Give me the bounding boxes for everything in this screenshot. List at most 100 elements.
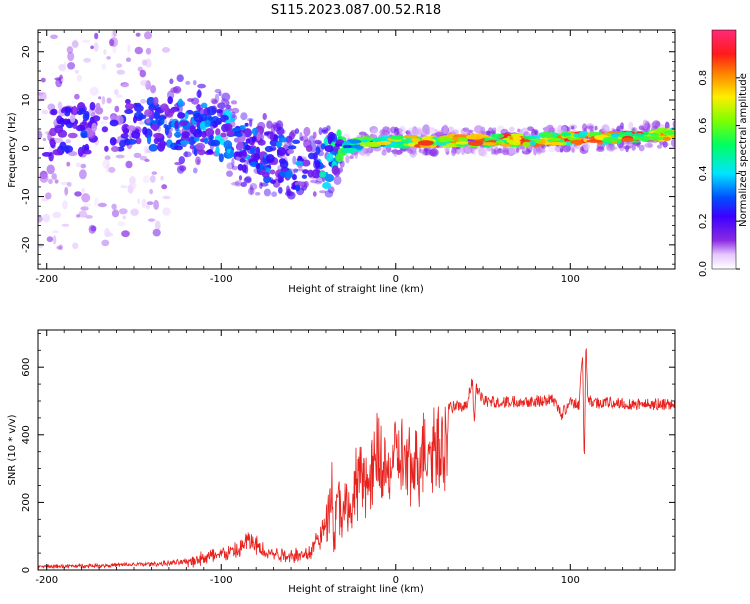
spectral-blob <box>145 47 152 55</box>
spectral-blob <box>195 142 206 151</box>
spectral-blob <box>130 208 139 216</box>
spectral-blob <box>115 154 125 159</box>
spectral-blob <box>232 127 241 132</box>
spectral-blob <box>60 181 69 186</box>
spectral-blob <box>121 230 130 238</box>
spectral-blob <box>260 182 269 187</box>
spectral-blob <box>95 102 101 111</box>
spectral-blob <box>108 166 116 173</box>
snr-x-tick-label: 100 <box>561 575 580 586</box>
spectral-blob <box>371 128 380 136</box>
spectral-blob <box>197 148 206 156</box>
spectral-blob <box>150 85 157 94</box>
spectral-blob <box>204 119 211 128</box>
spectral-blob <box>421 150 426 156</box>
spectral-blob <box>81 193 91 203</box>
spectral-blob <box>269 169 276 175</box>
spectral-blob <box>217 102 226 109</box>
spectral-blob <box>297 168 304 172</box>
spectral-blob <box>89 86 99 96</box>
snr-series-line <box>38 348 675 570</box>
spectral-blob <box>544 126 550 132</box>
spectral-blob <box>159 116 165 125</box>
spectral-blob <box>196 90 202 98</box>
spectral-blob <box>333 175 342 185</box>
colorbar-gradient <box>712 30 736 269</box>
spectral-blob <box>585 125 594 129</box>
snr-x-tick-label: 0 <box>393 575 399 586</box>
spectral-blob <box>54 179 59 184</box>
spectral-blob <box>315 146 321 155</box>
spectral-blob <box>130 182 137 190</box>
spectral-blob <box>169 78 174 85</box>
spectral-blob <box>517 128 521 132</box>
snr-y-tick-label: 400 <box>21 425 32 444</box>
spectral-blob <box>120 82 129 88</box>
spectral-blob <box>322 182 332 189</box>
spectral-blob <box>434 132 444 136</box>
spectral-blob <box>533 145 538 156</box>
spectral-blob <box>477 148 486 156</box>
spectral-blob <box>131 131 141 139</box>
spectral-blob <box>78 210 88 218</box>
spectral-blob <box>41 109 49 115</box>
spectral-blob <box>257 139 266 146</box>
spectral-blob <box>381 149 387 156</box>
spectral-blob <box>167 96 173 105</box>
spectral-blob <box>66 161 71 167</box>
spectral-blob <box>642 119 648 130</box>
spectral-blob <box>479 144 486 150</box>
spectral-blob <box>648 137 664 141</box>
spectrogram-y-tick-label: 20 <box>21 45 32 58</box>
spectral-blob <box>269 131 274 142</box>
spectral-blob <box>74 69 80 74</box>
spectral-blob <box>201 102 208 109</box>
spectral-blob <box>152 228 161 237</box>
spectral-blob <box>193 80 197 86</box>
spectral-blob <box>522 141 531 148</box>
colorbar-tick-label: 0.4 <box>698 165 709 181</box>
spectral-blob <box>331 165 339 175</box>
spectral-blob <box>154 21 160 28</box>
spectral-blob <box>361 139 369 143</box>
spectral-blob <box>60 108 65 114</box>
spectral-blob <box>126 125 136 132</box>
spectral-blob <box>223 140 233 150</box>
spectral-blob <box>170 87 179 93</box>
spectral-blob <box>109 119 119 127</box>
spectral-blob <box>664 121 670 131</box>
spectral-blob <box>651 122 655 129</box>
spectral-blob <box>551 137 562 142</box>
spectral-blob <box>101 96 106 105</box>
spectral-blob <box>295 184 301 192</box>
spectral-blob <box>97 202 107 208</box>
spectral-blob <box>174 145 183 151</box>
spectral-blob <box>231 165 238 171</box>
spectral-blob <box>402 135 419 139</box>
spectral-blob <box>335 152 344 163</box>
spectral-blob <box>76 214 81 218</box>
spectral-blob <box>305 145 313 152</box>
spectral-blob <box>92 115 101 122</box>
spectral-blob <box>417 140 434 146</box>
spectral-blob <box>663 130 675 135</box>
spectral-blob <box>314 160 321 169</box>
spectral-blob <box>451 147 457 157</box>
spectral-blob <box>501 143 512 147</box>
spectral-blob <box>111 146 120 152</box>
spectral-blob <box>218 91 222 96</box>
spectral-blob <box>231 107 240 114</box>
spectral-blob <box>101 126 109 133</box>
spectral-blob <box>358 136 374 141</box>
spectral-blob <box>407 127 417 137</box>
spectral-blob <box>72 38 78 47</box>
spectral-blob <box>151 171 158 175</box>
spectrogram-x-tick-label: -200 <box>35 274 58 285</box>
spectral-blob <box>301 159 311 167</box>
spectral-blob <box>129 176 136 185</box>
spectral-blob <box>490 133 505 139</box>
spectral-blob <box>124 109 134 114</box>
spectrogram-x-tick-label: 100 <box>561 274 580 285</box>
spectral-blob <box>176 74 184 82</box>
